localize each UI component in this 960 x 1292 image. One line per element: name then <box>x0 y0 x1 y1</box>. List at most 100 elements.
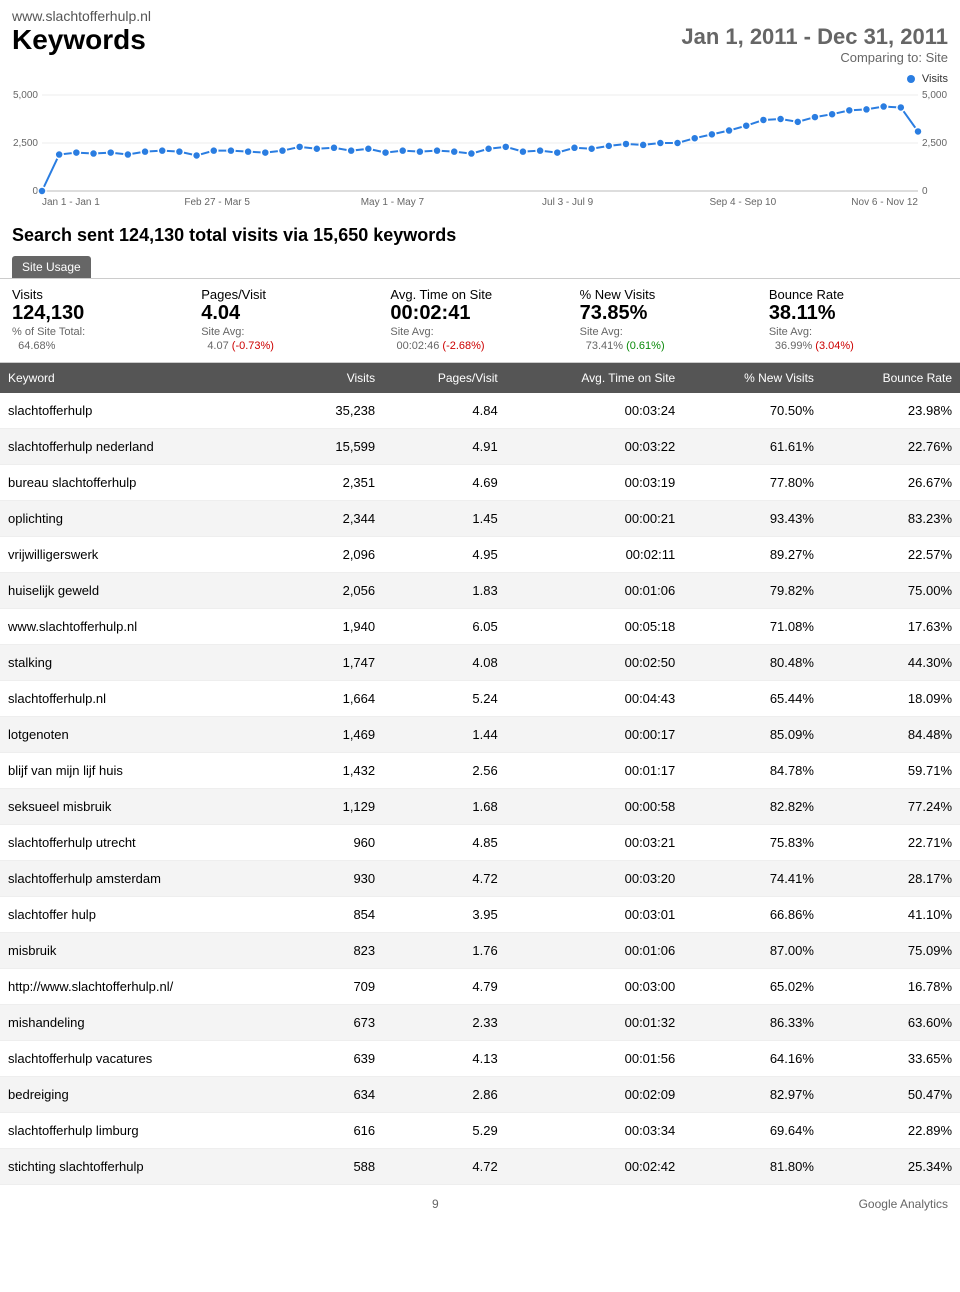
table-row[interactable]: slachtofferhulp utrecht9604.8500:03:2175… <box>0 824 960 860</box>
table-cell: 00:02:42 <box>506 1148 684 1184</box>
table-row[interactable]: slachtofferhulp35,2384.8400:03:2470.50%2… <box>0 393 960 429</box>
table-row[interactable]: blijf van mijn lijf huis1,4322.5600:01:1… <box>0 752 960 788</box>
table-cell: 83.23% <box>822 500 960 536</box>
metric-card: Avg. Time on Site00:02:41Site Avg: 00:02… <box>390 287 569 354</box>
table-cell: 75.00% <box>822 572 960 608</box>
table-row[interactable]: stichting slachtofferhulp5884.7200:02:42… <box>0 1148 960 1184</box>
table-row[interactable]: slachtofferhulp nederland15,5994.9100:03… <box>0 428 960 464</box>
table-cell: 4.72 <box>383 860 506 896</box>
brand-label: Google Analytics <box>859 1197 948 1211</box>
table-cell: 588 <box>293 1148 383 1184</box>
tab-site-usage[interactable]: Site Usage <box>12 256 91 278</box>
table-cell: 22.57% <box>822 536 960 572</box>
table-row[interactable]: mishandeling6732.3300:01:3286.33%63.60% <box>0 1004 960 1040</box>
table-cell: 2,351 <box>293 464 383 500</box>
table-cell: blijf van mijn lijf huis <box>0 752 293 788</box>
table-cell: 4.13 <box>383 1040 506 1076</box>
table-cell: 00:01:06 <box>506 572 684 608</box>
table-row[interactable]: slachtoffer hulp8543.9500:03:0166.86%41.… <box>0 896 960 932</box>
table-cell: seksueel misbruik <box>0 788 293 824</box>
tab-bar: Site Usage <box>0 252 960 278</box>
table-cell: 00:01:17 <box>506 752 684 788</box>
table-row[interactable]: vrijwilligerswerk2,0964.9500:02:1189.27%… <box>0 536 960 572</box>
table-row[interactable]: slachtofferhulp limburg6165.2900:03:3469… <box>0 1112 960 1148</box>
metric-card: Bounce Rate38.11%Site Avg: 36.99% (3.04%… <box>769 287 948 354</box>
table-row[interactable]: http://www.slachtofferhulp.nl/7094.7900:… <box>0 968 960 1004</box>
svg-text:2,500: 2,500 <box>922 138 947 149</box>
table-body: slachtofferhulp35,2384.8400:03:2470.50%2… <box>0 393 960 1185</box>
metric-card: % New Visits73.85%Site Avg: 73.41% (0.61… <box>580 287 759 354</box>
column-header[interactable]: Avg. Time on Site <box>506 363 684 393</box>
table-cell: 2,056 <box>293 572 383 608</box>
table-cell: 00:02:50 <box>506 644 684 680</box>
metric-change: (-0.73%) <box>232 340 274 352</box>
table-cell: 1,469 <box>293 716 383 752</box>
table-cell: 75.09% <box>822 932 960 968</box>
column-header[interactable]: Bounce Rate <box>822 363 960 393</box>
table-cell: 4.72 <box>383 1148 506 1184</box>
table-cell: 84.78% <box>683 752 822 788</box>
table-cell: 66.86% <box>683 896 822 932</box>
table-row[interactable]: oplichting2,3441.4500:00:2193.43%83.23% <box>0 500 960 536</box>
table-cell: 4.85 <box>383 824 506 860</box>
table-cell: slachtoffer hulp <box>0 896 293 932</box>
table-cell: 26.67% <box>822 464 960 500</box>
compare-label: Comparing to: Site <box>681 50 948 65</box>
table-cell: 634 <box>293 1076 383 1112</box>
table-cell: slachtofferhulp <box>0 393 293 429</box>
table-row[interactable]: huiselijk geweld2,0561.8300:01:0679.82%7… <box>0 572 960 608</box>
table-row[interactable]: lotgenoten1,4691.4400:00:1785.09%84.48% <box>0 716 960 752</box>
table-cell: 15,599 <box>293 428 383 464</box>
page-title: Keywords <box>12 24 146 56</box>
table-cell: 1.44 <box>383 716 506 752</box>
table-row[interactable]: slachtofferhulp vacatures6394.1300:01:56… <box>0 1040 960 1076</box>
legend-dot-icon <box>907 75 915 83</box>
table-cell: slachtofferhulp amsterdam <box>0 860 293 896</box>
table-cell: 00:00:21 <box>506 500 684 536</box>
table-cell: bureau slachtofferhulp <box>0 464 293 500</box>
table-row[interactable]: slachtofferhulp amsterdam9304.7200:03:20… <box>0 860 960 896</box>
table-cell: 00:01:06 <box>506 932 684 968</box>
metric-label: Avg. Time on Site <box>390 287 569 302</box>
date-range: Jan 1, 2011 - Dec 31, 2011 <box>681 24 948 50</box>
table-cell: 00:03:34 <box>506 1112 684 1148</box>
table-cell: 4.08 <box>383 644 506 680</box>
table-cell: 5.29 <box>383 1112 506 1148</box>
table-cell: 616 <box>293 1112 383 1148</box>
table-row[interactable]: slachtofferhulp.nl1,6645.2400:04:4365.44… <box>0 680 960 716</box>
table-cell: slachtofferhulp.nl <box>0 680 293 716</box>
metric-sub: Site Avg: 4.07 (-0.73%) <box>201 325 380 354</box>
column-header[interactable]: % New Visits <box>683 363 822 393</box>
table-row[interactable]: stalking1,7474.0800:02:5080.48%44.30% <box>0 644 960 680</box>
table-cell: 77.24% <box>822 788 960 824</box>
table-cell: 1,747 <box>293 644 383 680</box>
svg-text:May 1 - May 7: May 1 - May 7 <box>361 197 425 208</box>
table-row[interactable]: seksueel misbruik1,1291.6800:00:5882.82%… <box>0 788 960 824</box>
metric-change: (0.61%) <box>626 340 665 352</box>
table-cell: 2.33 <box>383 1004 506 1040</box>
table-row[interactable]: misbruik8231.7600:01:0687.00%75.09% <box>0 932 960 968</box>
table-row[interactable]: bedreiging6342.8600:02:0982.97%50.47% <box>0 1076 960 1112</box>
table-cell: huiselijk geweld <box>0 572 293 608</box>
metric-value: 73.85% <box>580 302 759 325</box>
column-header[interactable]: Pages/Visit <box>383 363 506 393</box>
table-cell: slachtofferhulp vacatures <box>0 1040 293 1076</box>
table-cell: 4.79 <box>383 968 506 1004</box>
table-cell: 25.34% <box>822 1148 960 1184</box>
column-header[interactable]: Keyword <box>0 363 293 393</box>
table-row[interactable]: www.slachtofferhulp.nl1,9406.0500:05:187… <box>0 608 960 644</box>
metric-value: 00:02:41 <box>390 302 569 325</box>
svg-text:5,000: 5,000 <box>13 90 38 101</box>
table-row[interactable]: bureau slachtofferhulp2,3514.6900:03:197… <box>0 464 960 500</box>
table-cell: stichting slachtofferhulp <box>0 1148 293 1184</box>
column-header[interactable]: Visits <box>293 363 383 393</box>
table-cell: 1.76 <box>383 932 506 968</box>
table-cell: 59.71% <box>822 752 960 788</box>
report-header: www.slachtofferhulp.nl Keywords Jan 1, 2… <box>0 0 960 69</box>
table-cell: 17.63% <box>822 608 960 644</box>
metric-change: (-2.68%) <box>442 340 484 352</box>
table-cell: 82.97% <box>683 1076 822 1112</box>
visits-timeline-chart: 002,5002,5005,0005,000Jan 1 - Jan 1Feb 2… <box>8 89 952 209</box>
table-cell: 2.56 <box>383 752 506 788</box>
summary-line: Search sent 124,130 total visits via 15,… <box>0 219 960 252</box>
